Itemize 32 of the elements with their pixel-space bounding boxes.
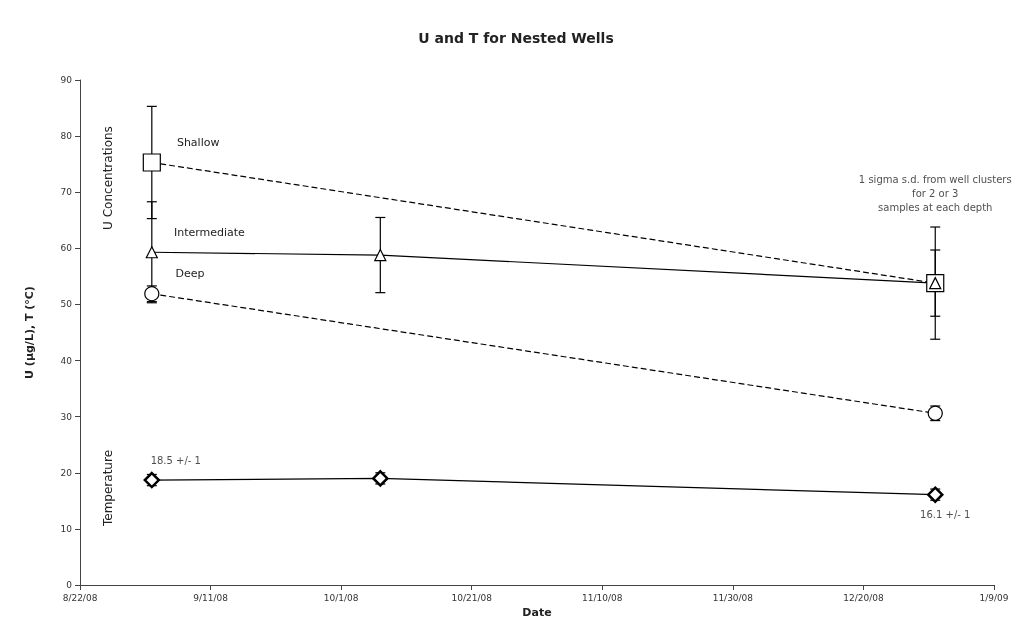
annotation: 1 sigma s.d. from well clusters for 2 or 3 samples at each depth [858, 173, 1012, 213]
annotation: 18.5 +/- 1 [150, 454, 201, 466]
y-tick-label: 0 [66, 580, 73, 590]
y-tick-label: 20 [60, 467, 73, 478]
annotation: U Concentrations [101, 126, 115, 230]
y-tick-label: 70 [60, 187, 73, 198]
chart-title: U and T for Nested Wells [418, 30, 614, 46]
point [142, 153, 161, 172]
series-label: Shallow [176, 135, 220, 149]
x-tick-label: 11/30/08 [712, 592, 754, 603]
y-tick-label: 10 [60, 523, 73, 534]
series-label: Intermediate [173, 225, 246, 239]
x-axis-title: Date [522, 606, 552, 619]
x-tick-label: 11/10/08 [582, 592, 623, 603]
y-tick-label: 90 [60, 75, 73, 85]
x-tick-label: 1/9/09 [979, 592, 1009, 603]
x-tick-label: 8/22/08 [62, 592, 98, 603]
annotation: Temperature [101, 449, 115, 528]
series-label: Deep [175, 267, 205, 281]
y-tick-label: 50 [60, 299, 73, 310]
x-tick-label: 12/20/08 [843, 592, 884, 603]
x-tick-label: 9/11/08 [193, 592, 229, 603]
x-tick-label: 10/1/08 [323, 592, 359, 603]
x-tick-label: 10/21/08 [451, 592, 493, 603]
y-tick-label: 40 [60, 355, 73, 366]
annotation: 16.1 +/- 1 [920, 509, 971, 521]
point [145, 246, 158, 259]
point [374, 248, 387, 262]
y-axis-title: U (µg/L), T (°C) [23, 286, 36, 379]
y-tick-label: 80 [60, 131, 73, 142]
y-tick-label: 60 [60, 243, 73, 254]
y-tick-label: 30 [60, 411, 73, 422]
